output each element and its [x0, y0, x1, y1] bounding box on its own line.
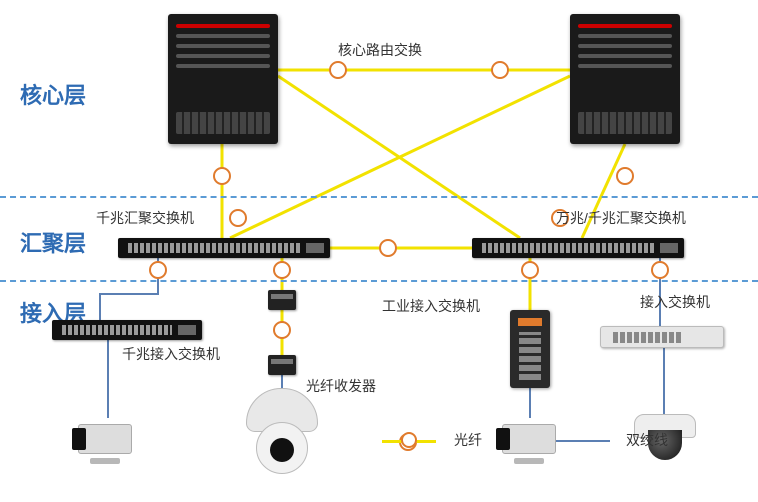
label-agg-left: 千兆汇聚交换机 [96, 208, 194, 228]
core-router-b [570, 14, 680, 144]
divider-1 [0, 196, 758, 198]
agg-switch-a [118, 238, 330, 258]
label-agg-right: 万兆/千兆汇聚交换机 [556, 208, 686, 228]
label-access-gbe: 千兆接入交换机 [122, 344, 220, 364]
media-converter-1 [268, 290, 296, 310]
label-access-switch: 接入交换机 [640, 292, 710, 312]
legend-fiber-dot [401, 432, 417, 448]
industrial-switch [510, 310, 550, 388]
label-ind-switch: 工业接入交换机 [382, 296, 480, 316]
media-converter-2 [268, 355, 296, 375]
legend-fiber-label: 光纤 [454, 430, 482, 450]
legend-copper-label: 双绞线 [626, 430, 668, 450]
layer-label-agg: 汇聚层 [20, 226, 86, 258]
access-switch-b [600, 326, 724, 348]
agg-switch-b [472, 238, 684, 258]
layer-label-core: 核心层 [20, 78, 86, 110]
access-switch-gbe [52, 320, 202, 340]
legend-copper-line [556, 440, 610, 442]
box-camera-1 [72, 418, 142, 464]
core-router-a [168, 14, 278, 144]
ptz-camera [240, 388, 324, 498]
label-core-router: 核心路由交换 [338, 40, 422, 60]
divider-2 [0, 280, 758, 282]
